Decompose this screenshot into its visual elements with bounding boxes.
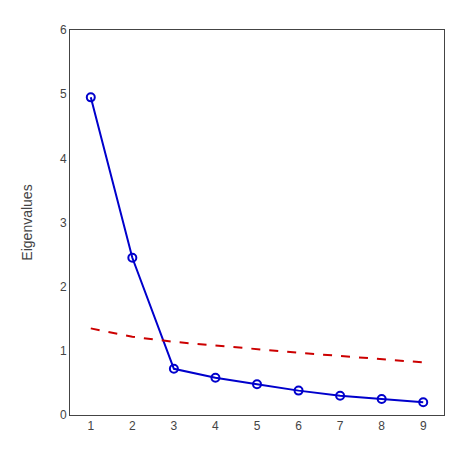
svg-text:2: 2 bbox=[129, 419, 136, 433]
svg-text:1: 1 bbox=[60, 344, 67, 358]
svg-text:1: 1 bbox=[87, 419, 94, 433]
svg-text:2: 2 bbox=[60, 280, 67, 294]
svg-text:6: 6 bbox=[60, 23, 67, 37]
svg-text:4: 4 bbox=[212, 419, 219, 433]
svg-text:Eigenvalues: Eigenvalues bbox=[19, 184, 35, 260]
svg-text:0: 0 bbox=[60, 408, 67, 422]
svg-text:5: 5 bbox=[254, 419, 261, 433]
svg-text:8: 8 bbox=[378, 419, 385, 433]
svg-text:7: 7 bbox=[337, 419, 344, 433]
svg-text:3: 3 bbox=[171, 419, 178, 433]
svg-text:9: 9 bbox=[420, 419, 427, 433]
svg-text:4: 4 bbox=[60, 152, 67, 166]
svg-text:6: 6 bbox=[295, 419, 302, 433]
svg-text:5: 5 bbox=[60, 87, 67, 101]
svg-text:3: 3 bbox=[60, 216, 67, 230]
